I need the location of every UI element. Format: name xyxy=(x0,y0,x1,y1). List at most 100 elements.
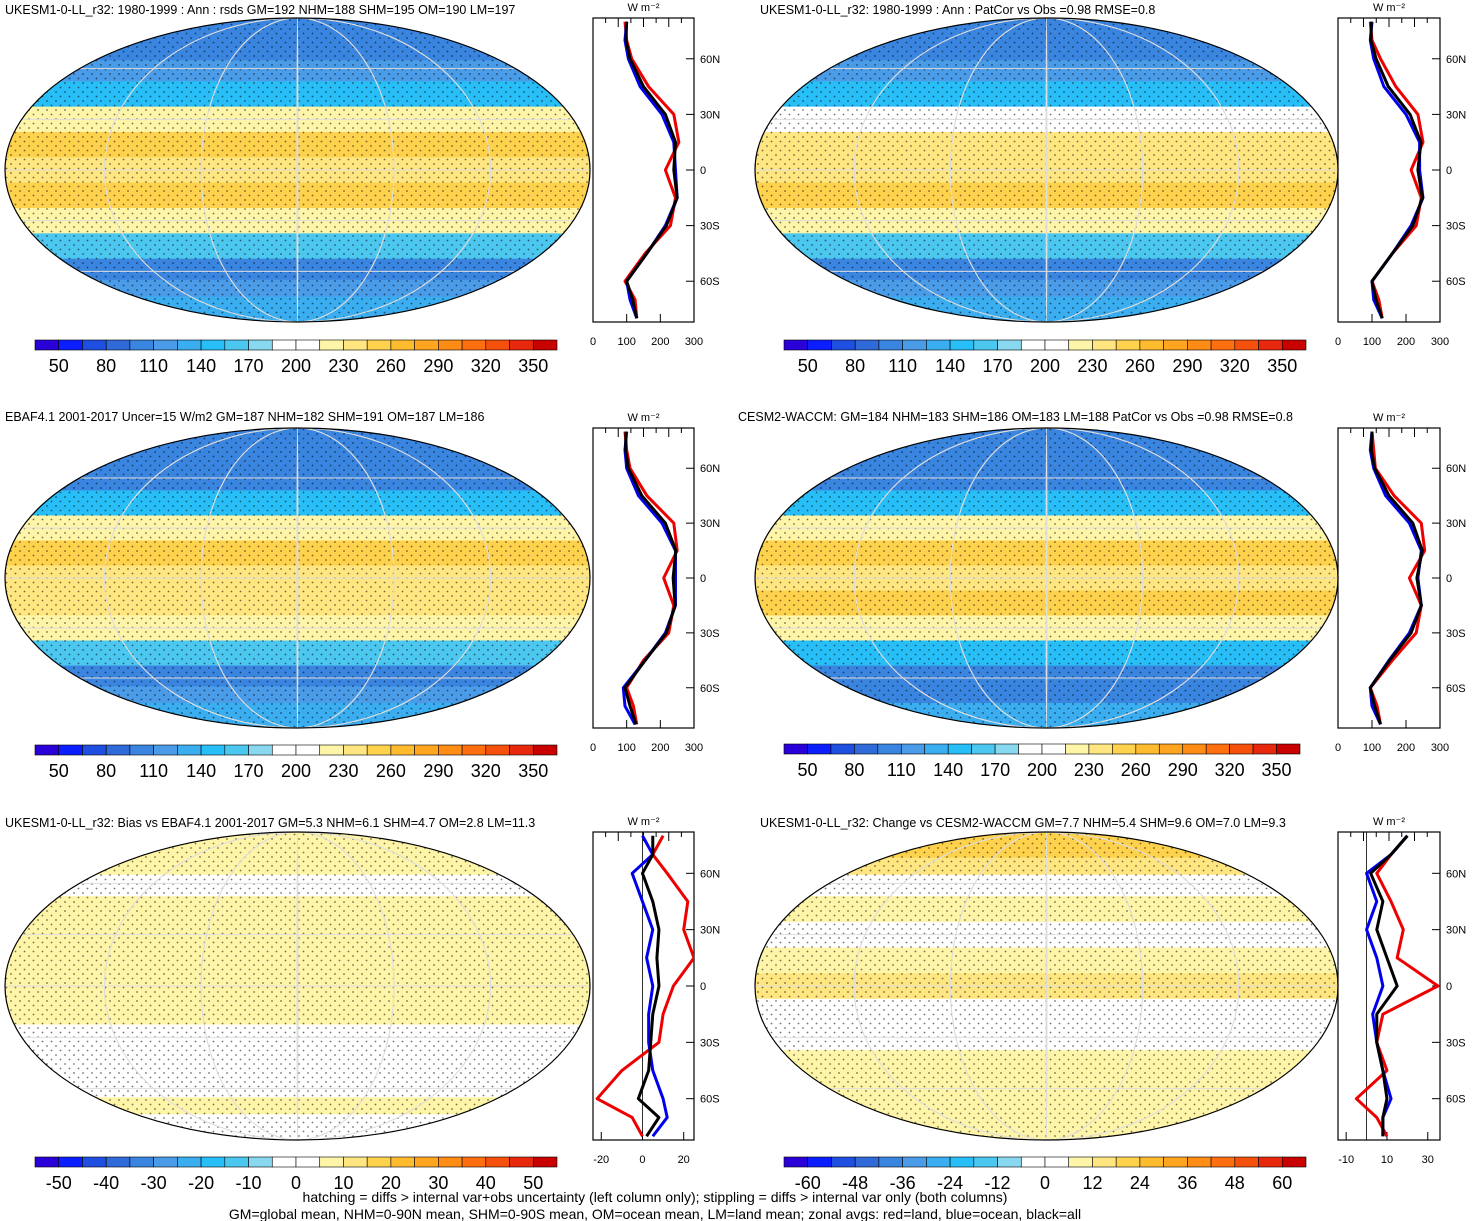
meridian xyxy=(103,18,492,322)
meridian xyxy=(949,428,1144,728)
y-tick-label: 0 xyxy=(1446,573,1452,585)
colorbar-box xyxy=(1234,1156,1259,1168)
colorbar-box xyxy=(390,744,415,756)
colorbar-box xyxy=(1281,339,1307,351)
y-tick-label: 0 xyxy=(1446,981,1452,993)
colorbar-label: -30 xyxy=(141,1173,167,1193)
colorbar-box xyxy=(224,1156,249,1168)
colorbar-box xyxy=(438,744,463,756)
colorbar-box xyxy=(82,1156,107,1168)
colorbar-box xyxy=(248,339,273,351)
zonal-line xyxy=(1368,431,1424,725)
colorbar-label: 350 xyxy=(518,761,548,781)
colorbar-box xyxy=(485,339,510,351)
map xyxy=(755,832,1338,1140)
colorbar-label: 0 xyxy=(1040,1173,1050,1193)
y-tick-label: 0 xyxy=(700,981,706,993)
colorbar-label: 140 xyxy=(186,761,216,781)
colorbar-box xyxy=(1041,743,1066,755)
panel-title: UKESM1-0-LL_r32: Bias vs EBAF4.1 2001-20… xyxy=(5,816,535,830)
colorbar-box xyxy=(831,1156,856,1168)
meridian xyxy=(949,18,1144,322)
colorbar-box xyxy=(1020,339,1046,351)
colorbar-label: 140 xyxy=(186,356,216,376)
x-tick-label: 0 xyxy=(590,742,596,754)
colorbar-label: 36 xyxy=(1177,1173,1197,1193)
zonal-line xyxy=(621,431,677,726)
colorbar-box xyxy=(295,744,321,756)
colorbar-box xyxy=(1252,743,1277,755)
colorbar-label: 50 xyxy=(523,1173,543,1193)
y-tick-label: 0 xyxy=(700,165,706,177)
footer-line: GM=global mean, NHM=0-90N mean, SHM=0-90… xyxy=(229,1206,1081,1221)
colorbar-box xyxy=(973,1156,998,1168)
y-tick-label: 30N xyxy=(1446,109,1466,121)
map xyxy=(5,832,590,1140)
colorbar-box xyxy=(414,1156,439,1168)
zonal-line xyxy=(624,21,679,319)
x-tick-label: 300 xyxy=(685,336,703,348)
colorbar-label: 40 xyxy=(476,1173,496,1193)
zonal-line xyxy=(1369,834,1409,1137)
colorbar-box xyxy=(129,339,154,351)
colorbar-box xyxy=(343,744,368,756)
colorbar-box xyxy=(105,744,131,756)
colorbar-label: 320 xyxy=(1215,760,1245,780)
colorbar-label: 260 xyxy=(376,761,406,781)
panel-title: EBAF4.1 2001-2017 Uncer=15 W/m2 GM=187 N… xyxy=(5,410,484,424)
colorbar-box xyxy=(949,339,975,351)
colorbar-box xyxy=(783,1156,809,1168)
zonal-line xyxy=(1369,21,1424,319)
y-tick-label: 60N xyxy=(700,868,720,880)
zonal-line xyxy=(630,835,669,1138)
colorbar-box xyxy=(878,339,903,351)
colorbar-box xyxy=(1163,339,1188,351)
colorbar-box xyxy=(461,744,487,756)
colorbar-box xyxy=(900,743,926,755)
meridian xyxy=(853,18,1240,322)
colorbar-box xyxy=(319,339,344,351)
colorbar-label: 80 xyxy=(96,761,116,781)
colorbar-label: 320 xyxy=(471,356,501,376)
colorbar-box xyxy=(924,743,949,755)
x-tick-label: 100 xyxy=(1363,336,1381,348)
colorbar-box xyxy=(82,339,107,351)
y-tick-label: 60N xyxy=(1446,463,1466,475)
y-tick-label: 60S xyxy=(1446,1094,1466,1106)
map-border xyxy=(4,17,591,323)
colorbar-box xyxy=(807,1156,832,1168)
colorbar-box xyxy=(461,339,487,351)
colorbar-label: 80 xyxy=(96,356,116,376)
meridian xyxy=(296,18,299,322)
colorbar-box xyxy=(783,339,809,351)
colorbar-label: 10 xyxy=(333,1173,353,1193)
x-tick-label: 300 xyxy=(1431,742,1449,754)
colorbar-label: -12 xyxy=(985,1173,1011,1193)
colorbar-box xyxy=(34,1156,60,1168)
colorbar-label: 170 xyxy=(234,761,264,781)
zonal-line xyxy=(623,431,678,725)
y-tick-label: 30S xyxy=(1446,221,1466,233)
colorbar-box xyxy=(1163,1156,1188,1168)
colorbar-box xyxy=(532,1156,558,1168)
y-tick-label: 60N xyxy=(1446,868,1466,880)
map xyxy=(5,428,590,728)
colorbar-label: 50 xyxy=(798,356,818,376)
unit-label: W m⁻² xyxy=(1373,2,1405,14)
colorbar-box xyxy=(1115,1156,1141,1168)
x-tick-label: 300 xyxy=(1431,336,1449,348)
colorbar-box xyxy=(532,744,558,756)
meridian xyxy=(296,832,299,1140)
colorbar-label: 290 xyxy=(423,761,453,781)
colorbar-box xyxy=(177,744,202,756)
meridian xyxy=(1045,832,1048,1140)
colorbar-box xyxy=(994,743,1019,755)
x-tick-label: -20 xyxy=(593,1154,609,1166)
colorbar-label: 350 xyxy=(1262,760,1292,780)
colorbar-box xyxy=(1205,743,1230,755)
colorbar-label: -48 xyxy=(842,1173,868,1193)
colorbar-box xyxy=(947,743,972,755)
colorbar-box xyxy=(807,743,832,755)
colorbar-box xyxy=(271,744,297,756)
